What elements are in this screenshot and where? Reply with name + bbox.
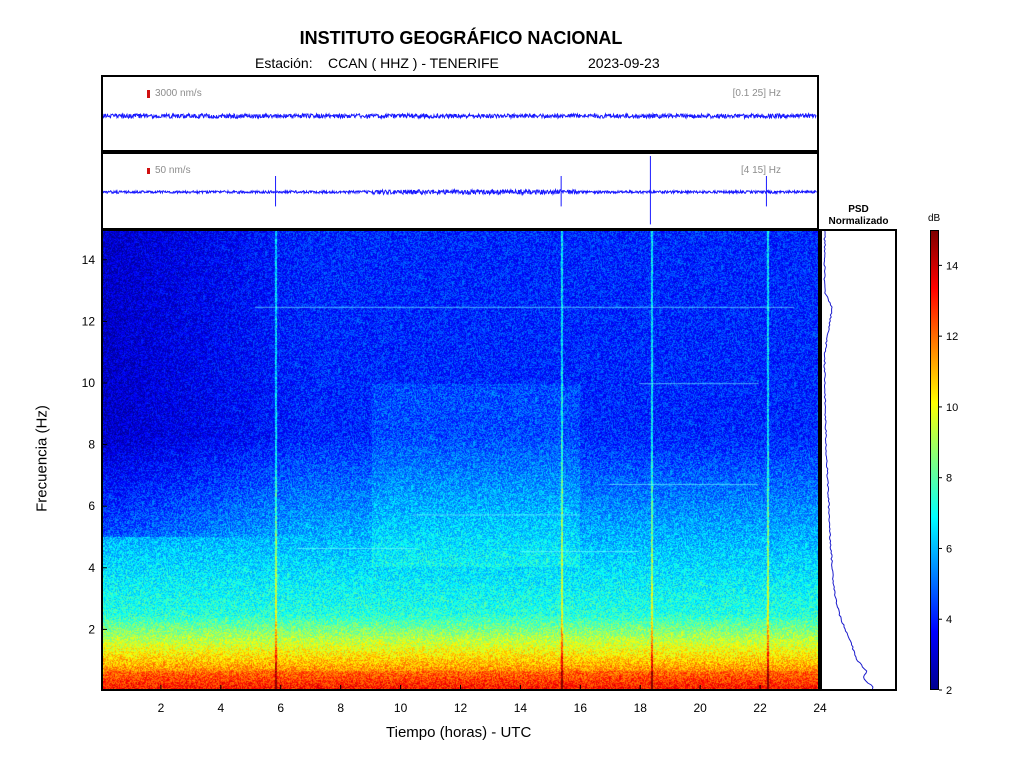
chart-title: INSTITUTO GEOGRÁFICO NACIONAL (299, 28, 623, 48)
spectrogram (101, 229, 820, 691)
trace-scale-label: 3000 nm/s (155, 88, 202, 99)
station-prefix: Estación: (255, 55, 313, 71)
colorbar-tick-label: 10 (946, 402, 958, 414)
trace-panel-filtered: 50 nm/s [4 15] Hz (101, 152, 819, 230)
trace-band-label: [4 15] Hz (740, 165, 781, 176)
trace-scale-bar (147, 90, 150, 98)
y-axis-label: Frecuencia (Hz) (33, 405, 51, 512)
y-tick-label: 10 (82, 376, 96, 390)
x-tick-label: 14 (514, 701, 528, 715)
colorbar-tick-label: 2 (946, 685, 952, 697)
colorbar-tick-label: 12 (946, 331, 958, 343)
colorbar-tick-label: 4 (946, 614, 952, 626)
x-tick-label: 8 (337, 701, 344, 715)
x-axis-label: Tiempo (horas) - UTC (386, 724, 532, 741)
x-tick-label: 2 (158, 701, 165, 715)
x-tick-label: 22 (753, 701, 767, 715)
psd-title-line1: PSD (848, 204, 869, 215)
x-tick-label: 6 (277, 701, 284, 715)
x-tick-label: 10 (394, 701, 408, 715)
seismogram-trace (103, 111, 817, 121)
y-tick-label: 6 (88, 499, 95, 513)
x-tick-label: 18 (634, 701, 648, 715)
psd-title-line2: Normalizado (828, 216, 889, 227)
x-tick-label: 16 (574, 701, 588, 715)
station-name: CCAN ( HHZ ) - TENERIFE (328, 55, 499, 71)
colorbar-tick-label: 8 (946, 473, 952, 485)
colorbar-tick-label: 14 (946, 260, 958, 272)
trace-scale-label: 50 nm/s (155, 165, 191, 176)
y-tick-label: 12 (82, 314, 96, 328)
trace-band-label: [0.1 25] Hz (732, 88, 781, 99)
colorbar (930, 230, 939, 690)
psd-curve (823, 231, 874, 689)
x-tick-label: 12 (454, 701, 468, 715)
y-tick-label: 8 (88, 438, 95, 452)
trace-panel-broadband: 3000 nm/s [0.1 25] Hz (101, 75, 819, 152)
colorbar-tick-label: 6 (946, 543, 952, 555)
seismogram-trace (103, 156, 817, 225)
y-tick-label: 14 (82, 253, 96, 267)
psd-panel (820, 229, 897, 691)
colorbar-unit: dB (928, 213, 941, 224)
y-tick-label: 2 (88, 622, 95, 636)
x-tick-label: 4 (217, 701, 224, 715)
x-tick-label: 24 (813, 701, 827, 715)
x-tick-label: 20 (693, 701, 707, 715)
date-label: 2023-09-23 (588, 55, 660, 71)
trace-scale-bar (147, 168, 150, 174)
y-tick-label: 4 (88, 561, 95, 575)
